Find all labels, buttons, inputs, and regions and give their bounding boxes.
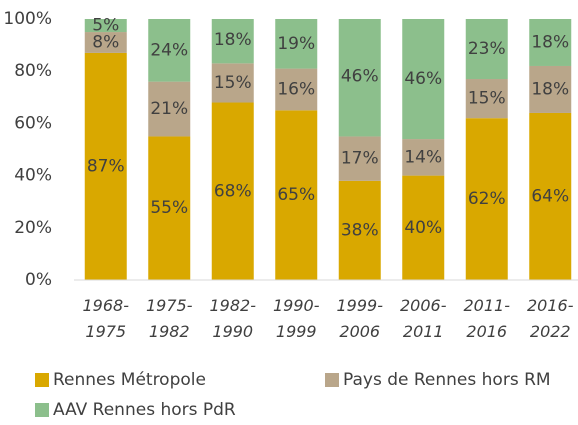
data-label: 5% xyxy=(92,16,119,36)
data-label: 65% xyxy=(277,185,315,205)
data-label: 40% xyxy=(404,218,442,238)
data-label: 38% xyxy=(341,220,379,240)
bar-segment xyxy=(84,19,127,33)
data-label: 46% xyxy=(341,66,379,86)
data-label: 18% xyxy=(531,79,569,99)
bar-segment xyxy=(275,68,318,111)
bar-segment xyxy=(84,32,127,53)
x-tick-label: 1999-2006 xyxy=(337,296,384,341)
legend-label: Rennes Métropole xyxy=(53,370,206,390)
legend-label: Pays de Rennes hors RM xyxy=(343,370,551,390)
data-label: 14% xyxy=(404,147,442,167)
bar-segment xyxy=(211,63,254,103)
data-label: 15% xyxy=(214,73,252,93)
bar-segment xyxy=(465,19,508,80)
data-label: 8% xyxy=(92,32,119,52)
x-tick-label: 1982-1990 xyxy=(210,296,257,341)
data-label: 64% xyxy=(531,186,569,206)
legend-swatch xyxy=(35,403,49,417)
x-tick-label: 1975-1982 xyxy=(146,296,193,341)
data-label: 23% xyxy=(468,39,506,59)
y-tick-label: 40% xyxy=(14,166,52,186)
y-tick-label: 0% xyxy=(25,270,52,290)
data-label: 16% xyxy=(277,79,315,99)
bar-segment xyxy=(275,110,318,280)
x-tick-label: 2011-2016 xyxy=(464,296,511,341)
data-label: 18% xyxy=(531,32,569,52)
plot-area xyxy=(84,19,572,281)
data-label: 24% xyxy=(150,40,188,60)
data-label: 87% xyxy=(87,156,125,176)
bar-segment xyxy=(211,102,254,281)
x-tick-label: 1990-1999 xyxy=(273,296,320,341)
bar-segment xyxy=(402,139,445,176)
data-label: 62% xyxy=(468,189,506,209)
bar-segment xyxy=(402,175,445,280)
bar-segment xyxy=(402,19,445,140)
bar-segment xyxy=(211,19,254,64)
data-label: 21% xyxy=(150,99,188,119)
bar-segment xyxy=(84,52,127,281)
bar-segment xyxy=(148,19,191,82)
data-label: 55% xyxy=(150,198,188,218)
data-label: 15% xyxy=(468,89,506,109)
bar-segment xyxy=(338,19,381,137)
y-tick-label: 60% xyxy=(14,113,52,133)
x-tick-label: 2016-2022 xyxy=(527,296,574,341)
data-label: 46% xyxy=(404,69,442,89)
data-label: 17% xyxy=(341,149,379,169)
bar-segment xyxy=(338,136,381,181)
y-tick-label: 20% xyxy=(14,218,52,238)
bar-segment xyxy=(148,81,191,137)
data-label: 68% xyxy=(214,181,252,201)
bar-segment xyxy=(465,79,508,119)
bar-segment xyxy=(529,112,572,281)
data-label: 19% xyxy=(277,34,315,54)
bar-segment xyxy=(338,180,381,280)
y-tick-label: 80% xyxy=(14,61,52,81)
legend-label: AAV Rennes hors PdR xyxy=(53,400,236,420)
bar-segment xyxy=(465,118,508,281)
x-tick-label: 2006-2011 xyxy=(400,296,447,341)
bar-segment xyxy=(529,19,572,66)
legend-swatch xyxy=(35,373,49,387)
bar-segment xyxy=(148,136,191,280)
data-label: 18% xyxy=(214,30,252,50)
y-tick-label: 100% xyxy=(3,9,52,29)
bar-segment xyxy=(275,19,318,69)
legend-swatch xyxy=(325,373,339,387)
bar-segment xyxy=(529,65,572,113)
x-tick-label: 1968-1975 xyxy=(83,296,130,341)
